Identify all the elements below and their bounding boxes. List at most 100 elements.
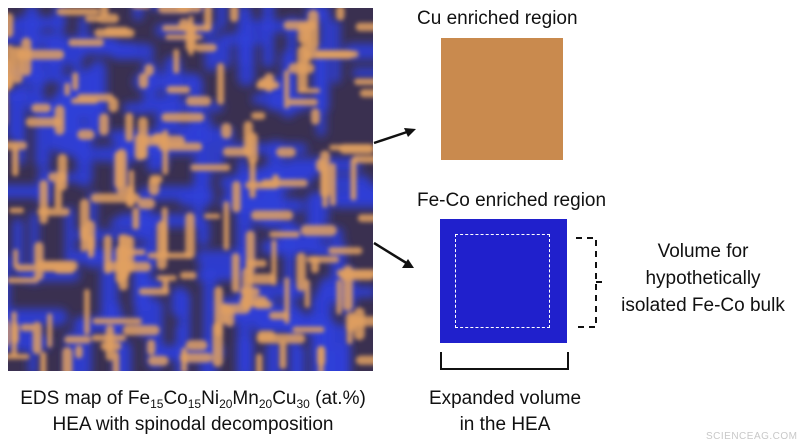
- fe-co-domain: [12, 16, 67, 27]
- cu-domain: [156, 220, 168, 270]
- cu-domain: [316, 345, 326, 366]
- cu-domain: [138, 287, 170, 296]
- cu-domain: [112, 351, 120, 371]
- cu-domain: [138, 72, 149, 89]
- cu-domain: [355, 22, 373, 32]
- cu-domain: [133, 8, 149, 9]
- fe-co-domain: [314, 54, 330, 114]
- cu-domain: [355, 355, 373, 365]
- cu-domain: [25, 117, 62, 127]
- subscript-ni: 20: [219, 397, 233, 411]
- cu-domain: [166, 86, 191, 94]
- fe-co-domain: [265, 340, 282, 371]
- cu-domain: [297, 45, 308, 92]
- volume-note-line2: hypothetically: [645, 268, 761, 289]
- cu-domain: [15, 264, 35, 272]
- cu-domain: [68, 38, 105, 47]
- fe-co-domain: [216, 8, 227, 30]
- cu-domain: [47, 313, 53, 348]
- fe-co-domain: [133, 8, 144, 21]
- cu-domain: [304, 279, 310, 308]
- cu-domain: [104, 26, 130, 36]
- cu-domain: [315, 50, 359, 58]
- cu-domain: [105, 325, 115, 361]
- cu-domain: [79, 198, 90, 241]
- cu-domain: [9, 207, 25, 214]
- cu-domain: [284, 277, 290, 324]
- fe-co-domain: [64, 206, 75, 263]
- element-fe: Fe15: [127, 388, 164, 411]
- expanded-bracket: [440, 352, 569, 370]
- fe-co-domain: [212, 141, 225, 172]
- cu-domain: [359, 89, 373, 98]
- cu-domain: [56, 8, 100, 16]
- cu-domain: [8, 12, 14, 38]
- cu-domain: [11, 311, 17, 357]
- cu-domain: [249, 159, 256, 199]
- cu-domain: [269, 231, 300, 238]
- cu-domain: [212, 322, 223, 367]
- cu-domain: [306, 256, 340, 263]
- element-ni: Ni20: [201, 388, 233, 411]
- cu-domain: [250, 210, 294, 221]
- fe-co-domain: [8, 88, 37, 102]
- cu-region-square: [441, 38, 563, 160]
- cu-domain: [297, 88, 321, 94]
- fe-co-domain: [193, 154, 205, 229]
- cu-domain: [350, 157, 357, 201]
- watermark: SCIENCEAG.COM: [706, 431, 798, 442]
- subscript-fe: 15: [150, 397, 164, 411]
- caption-suffix: (at.%): [309, 388, 366, 409]
- cu-domain: [307, 9, 319, 51]
- subscript-co: 15: [187, 397, 202, 411]
- cu-domain: [354, 78, 373, 86]
- cu-domain: [288, 98, 319, 106]
- subscript-cu: 30: [296, 397, 310, 411]
- cu-domain: [157, 8, 191, 14]
- cu-domain: [272, 174, 280, 187]
- isolated-volume-outline: [455, 234, 550, 328]
- cu-domain: [276, 147, 296, 158]
- feco-region-square: [440, 219, 567, 343]
- element-cu: Cu30: [272, 388, 310, 411]
- cu-domain: [147, 339, 156, 356]
- cu-domain: [40, 351, 47, 371]
- cu-domain: [64, 335, 92, 344]
- cu-domain: [354, 307, 365, 341]
- expanded-note-line2: in the HEA: [459, 414, 551, 435]
- cu-domain: [147, 355, 169, 366]
- cu-domain: [221, 122, 232, 139]
- cu-domain: [132, 207, 140, 230]
- fe-co-domain: [196, 218, 210, 247]
- cu-domain: [20, 323, 35, 332]
- cu-domain: [116, 148, 127, 195]
- cu-domain: [179, 271, 197, 280]
- caption-prefix: EDS map of: [20, 388, 128, 409]
- cu-domain: [190, 164, 231, 172]
- volume-note-line3: isolated Fe-Co bulk: [621, 295, 785, 316]
- cu-domain: [239, 287, 260, 296]
- cu-domain: [8, 320, 10, 346]
- cu-domain: [300, 224, 337, 236]
- cu-domain: [322, 164, 328, 208]
- cu-domain: [223, 201, 230, 251]
- cu-domain: [253, 300, 273, 309]
- eds-map-image: [8, 8, 373, 371]
- cu-domain: [229, 8, 239, 22]
- element-mn: Mn20: [232, 388, 273, 411]
- cu-domain: [225, 306, 235, 327]
- fe-co-domain: [319, 277, 333, 322]
- cu-region-label: Cu enriched region: [417, 8, 578, 29]
- fe-co-domain: [351, 67, 373, 78]
- cu-domain: [90, 193, 141, 203]
- subscript-mn: 20: [258, 397, 273, 411]
- fe-co-domain: [100, 258, 119, 323]
- fe-co-domain: [236, 198, 305, 214]
- cu-domain: [162, 277, 169, 293]
- cu-domain: [257, 78, 273, 89]
- fe-co-domain: [8, 184, 47, 199]
- cu-domain: [84, 15, 102, 22]
- element-co: Co15: [163, 388, 202, 411]
- cu-domain: [84, 289, 90, 335]
- cu-domain: [125, 112, 134, 143]
